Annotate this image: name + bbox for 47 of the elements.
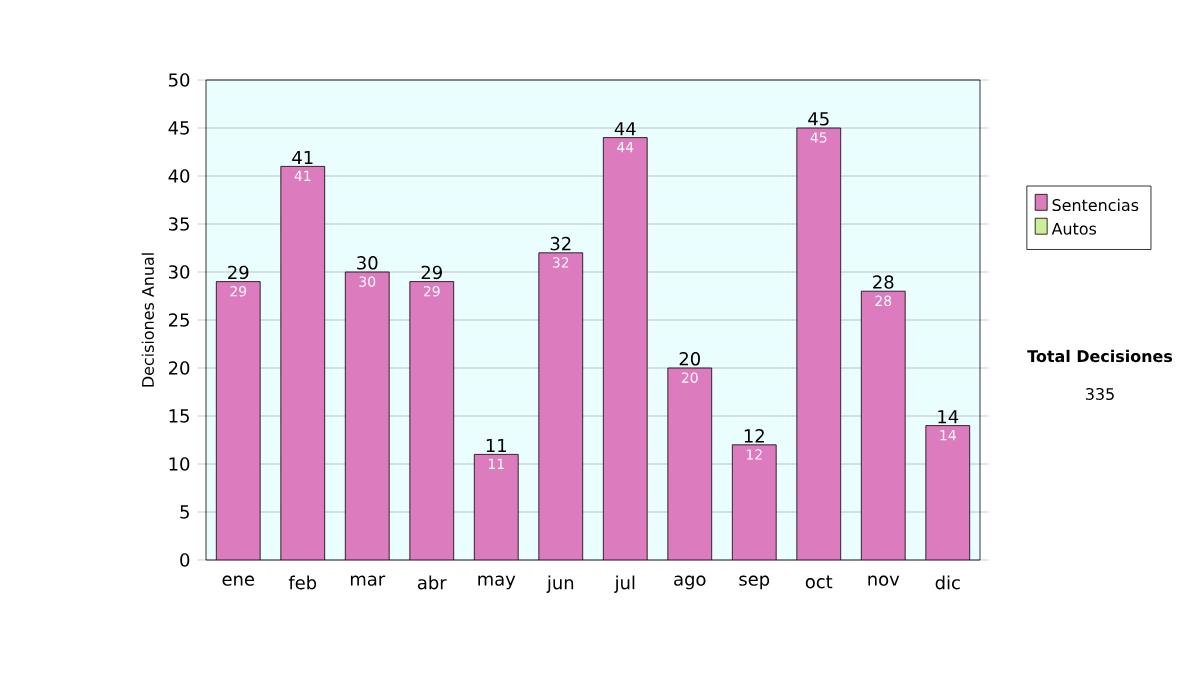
y-tick-label: 20	[168, 361, 190, 375]
y-tick-label: 10	[169, 457, 190, 471]
bar	[538, 252, 583, 560]
x-tick-label: ene	[222, 575, 255, 586]
total-label: 41	[292, 150, 313, 165]
bar	[280, 166, 325, 560]
x-tick-label: abr	[417, 575, 447, 590]
x-tick-label: jun	[546, 575, 574, 593]
total-label: 29	[421, 265, 442, 280]
y-tick-label: 45	[168, 121, 189, 135]
bar	[667, 368, 712, 560]
bar	[861, 291, 906, 560]
total-label: 44	[614, 122, 636, 136]
x-tick-label: jul	[614, 575, 635, 593]
x-tick-label: sep	[739, 575, 770, 590]
bar	[796, 128, 841, 560]
bar	[474, 454, 519, 560]
bar	[216, 281, 261, 560]
x-tick-label: nov	[868, 575, 900, 586]
bar	[409, 281, 454, 560]
bar	[603, 137, 648, 560]
total-label: 20	[679, 352, 700, 366]
total-label: 45	[808, 112, 829, 126]
x-tick-label: ago	[674, 575, 706, 590]
x-tick-label: feb	[288, 575, 317, 590]
total-label: 28	[873, 275, 894, 289]
x-tick-label: dic	[935, 575, 960, 590]
y-tick-label: 5	[180, 505, 189, 519]
bar	[732, 444, 777, 560]
y-tick-label: 0	[180, 553, 190, 567]
y-tick-label: 40	[168, 169, 190, 183]
y-tick-label: 50	[169, 73, 190, 87]
y-tick-label: 15	[169, 409, 189, 423]
y-tick-label: 35	[169, 217, 189, 231]
bar	[925, 425, 971, 560]
total-label: 32	[550, 236, 571, 251]
x-tick-label: may	[478, 575, 516, 590]
x-tick-label: mar	[350, 575, 386, 586]
y-tick-label: 30	[169, 265, 190, 279]
y-tick-label: 25	[168, 313, 189, 327]
total-label: 14	[938, 410, 959, 424]
bar	[345, 272, 390, 560]
total-label: 30	[357, 256, 378, 270]
x-tick-label: oct	[805, 575, 833, 589]
total-label: 11	[486, 438, 506, 453]
total-label: 29	[228, 265, 249, 280]
total-label: 12	[744, 429, 764, 443]
